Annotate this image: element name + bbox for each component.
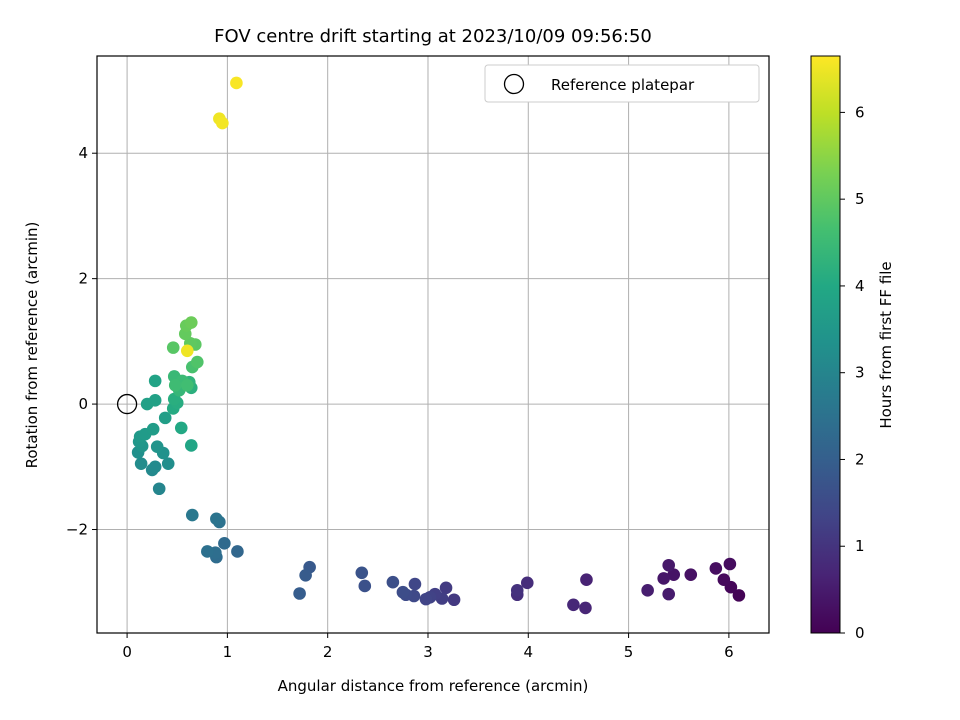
- colorbar-tick-label: 4: [855, 277, 865, 295]
- data-point: [184, 316, 198, 329]
- data-point: [732, 589, 746, 602]
- legend-box: [484, 64, 760, 103]
- plot-frame: [96, 55, 770, 634]
- x-tick-label: 0: [122, 643, 132, 661]
- data-point: [447, 593, 461, 607]
- x-tick-label: 2: [323, 643, 333, 661]
- data-point: [184, 439, 198, 452]
- data-point: [168, 378, 182, 392]
- data-point: [148, 460, 162, 474]
- data-point: [150, 440, 164, 454]
- data-point: [231, 545, 244, 558]
- data-point: [709, 562, 723, 575]
- data-point: [667, 568, 681, 581]
- data-point: [579, 601, 592, 615]
- colorbar-tick-label: 1: [855, 537, 865, 555]
- colorbar-tick-label: 6: [855, 103, 865, 121]
- reference-platepar-marker: [116, 393, 138, 415]
- colorbar-gradient: [810, 55, 841, 634]
- colorbar-label: Hours from first FF file: [877, 261, 895, 428]
- data-point: [148, 374, 162, 388]
- data-point: [185, 508, 199, 522]
- data-point: [641, 584, 654, 597]
- chart-title: FOV centre drift starting at 2023/10/09 …: [214, 26, 652, 47]
- data-point: [419, 592, 433, 606]
- x-tick-label: 5: [624, 643, 634, 661]
- data-point: [520, 576, 534, 590]
- data-point: [218, 537, 231, 550]
- colorbar-tick-label: 5: [855, 190, 865, 208]
- data-point: [174, 421, 188, 435]
- data-point: [180, 378, 194, 392]
- y-tick-label: 2: [78, 270, 88, 288]
- data-point: [216, 116, 229, 130]
- data-point: [439, 581, 453, 595]
- y-tick-label: 4: [78, 144, 88, 162]
- x-axis-ticks: 0 1 2 3 4 5 6: [122, 633, 734, 661]
- x-tick-label: 6: [724, 643, 734, 661]
- data-point: [166, 341, 180, 354]
- data-point: [158, 411, 172, 425]
- data-point: [684, 568, 698, 581]
- data-point: [210, 512, 223, 526]
- data-point: [662, 587, 676, 601]
- data-point: [717, 573, 731, 586]
- y-tick-label: 0: [78, 395, 88, 413]
- legend-marker-reference: [503, 73, 525, 95]
- data-point: [293, 587, 306, 600]
- legend: Reference platepar: [484, 64, 760, 103]
- colorbar-tick-label: 0: [855, 624, 865, 642]
- x-tick-label: 4: [524, 643, 534, 661]
- data-point: [148, 394, 162, 407]
- reference-marker: [116, 393, 138, 415]
- data-point: [386, 575, 400, 589]
- x-tick-label: 3: [423, 643, 433, 661]
- data-point: [180, 344, 194, 358]
- grid-lines: [97, 56, 769, 633]
- colorbar-tick-label: 3: [855, 364, 865, 382]
- x-tick-label: 1: [223, 643, 233, 661]
- data-point: [396, 585, 410, 599]
- legend-label-reference: Reference platepar: [551, 76, 695, 94]
- data-point: [190, 355, 204, 369]
- data-point: [408, 577, 422, 591]
- colorbar-tick-label: 2: [855, 450, 865, 468]
- data-point: [358, 579, 372, 593]
- data-point: [230, 76, 243, 90]
- data-point: [146, 422, 160, 436]
- data-point: [152, 482, 166, 496]
- data-point: [662, 558, 676, 572]
- data-point: [510, 584, 524, 597]
- x-axis-label: Angular distance from reference (arcmin): [278, 677, 589, 695]
- data-point: [567, 598, 580, 612]
- colorbar-ticks: 0 1 2 3 4 5 6: [840, 103, 865, 642]
- data-point: [355, 566, 369, 580]
- data-point: [299, 569, 312, 582]
- y-axis-label: Rotation from reference (arcmin): [23, 222, 41, 469]
- data-point: [657, 572, 670, 585]
- data-points: [131, 76, 746, 615]
- data-point: [723, 557, 737, 571]
- y-axis-ticks: −2 0 2 4: [66, 144, 97, 539]
- colorbar: 0 1 2 3 4 5 6 Hours from first FF file: [810, 55, 895, 642]
- data-point: [201, 545, 214, 558]
- y-tick-label: −2: [66, 521, 88, 539]
- data-point: [580, 573, 593, 586]
- data-point: [134, 457, 148, 470]
- data-point: [161, 457, 175, 470]
